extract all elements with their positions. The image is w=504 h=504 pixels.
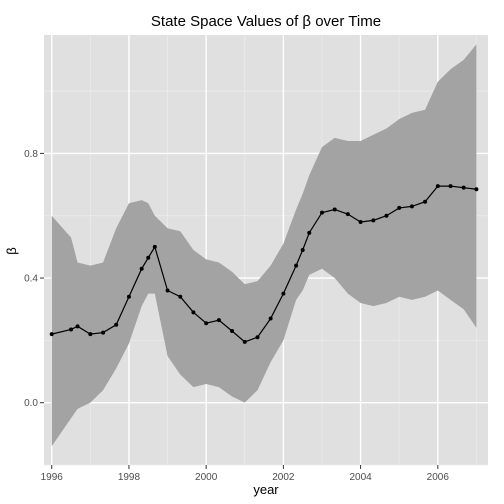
data-point — [281, 291, 286, 296]
data-point — [75, 324, 80, 329]
x-tick-label: 2000 — [195, 472, 218, 483]
data-point — [448, 184, 453, 189]
data-point — [255, 335, 260, 340]
beta-series-points — [49, 184, 479, 344]
data-point — [319, 210, 324, 215]
data-point — [332, 207, 337, 212]
data-point — [397, 205, 402, 210]
data-point — [88, 332, 93, 337]
x-tick-label: 2002 — [272, 472, 295, 483]
data-point — [139, 266, 144, 271]
data-point — [152, 244, 157, 249]
x-tick-label: 2004 — [349, 472, 372, 483]
data-point — [268, 316, 273, 321]
data-point — [384, 213, 389, 218]
data-point — [69, 327, 74, 332]
data-point — [165, 288, 170, 293]
data-point — [178, 294, 183, 299]
x-tick-label: 1996 — [41, 472, 64, 483]
data-point — [230, 329, 235, 334]
data-point — [146, 255, 151, 260]
data-point — [307, 230, 312, 235]
data-point — [101, 330, 106, 335]
data-point — [371, 218, 376, 223]
data-point — [358, 219, 363, 224]
data-point — [300, 248, 305, 252]
x-tick-label: 2006 — [427, 472, 450, 483]
x-axis-ticks: 1996 1998 2000 2002 2004 2006 — [41, 465, 450, 483]
y-tick-label: 0.0 — [24, 398, 38, 409]
data-point — [191, 310, 196, 315]
data-point — [114, 322, 119, 327]
data-point — [294, 263, 299, 268]
data-point — [204, 321, 209, 326]
data-point — [126, 294, 131, 299]
chart-title: State Space Values of β over Time — [151, 13, 381, 30]
y-axis-ticks: 0.0 0.4 0.8 — [24, 149, 44, 409]
x-axis-title: year — [253, 482, 279, 497]
data-point — [409, 204, 414, 209]
y-tick-label: 0.4 — [24, 274, 38, 285]
data-point — [49, 332, 54, 337]
x-tick-label: 1998 — [118, 472, 141, 483]
data-point — [474, 187, 479, 192]
confidence-ribbon — [51, 44, 477, 447]
data-point — [423, 199, 428, 204]
y-tick-label: 0.8 — [24, 149, 38, 160]
data-point — [345, 212, 350, 217]
y-axis-title: β — [4, 247, 19, 254]
data-point — [435, 184, 440, 189]
beta-series-line — [51, 185, 477, 343]
data-point — [461, 185, 466, 190]
data-point — [216, 318, 221, 323]
data-point — [242, 339, 247, 344]
